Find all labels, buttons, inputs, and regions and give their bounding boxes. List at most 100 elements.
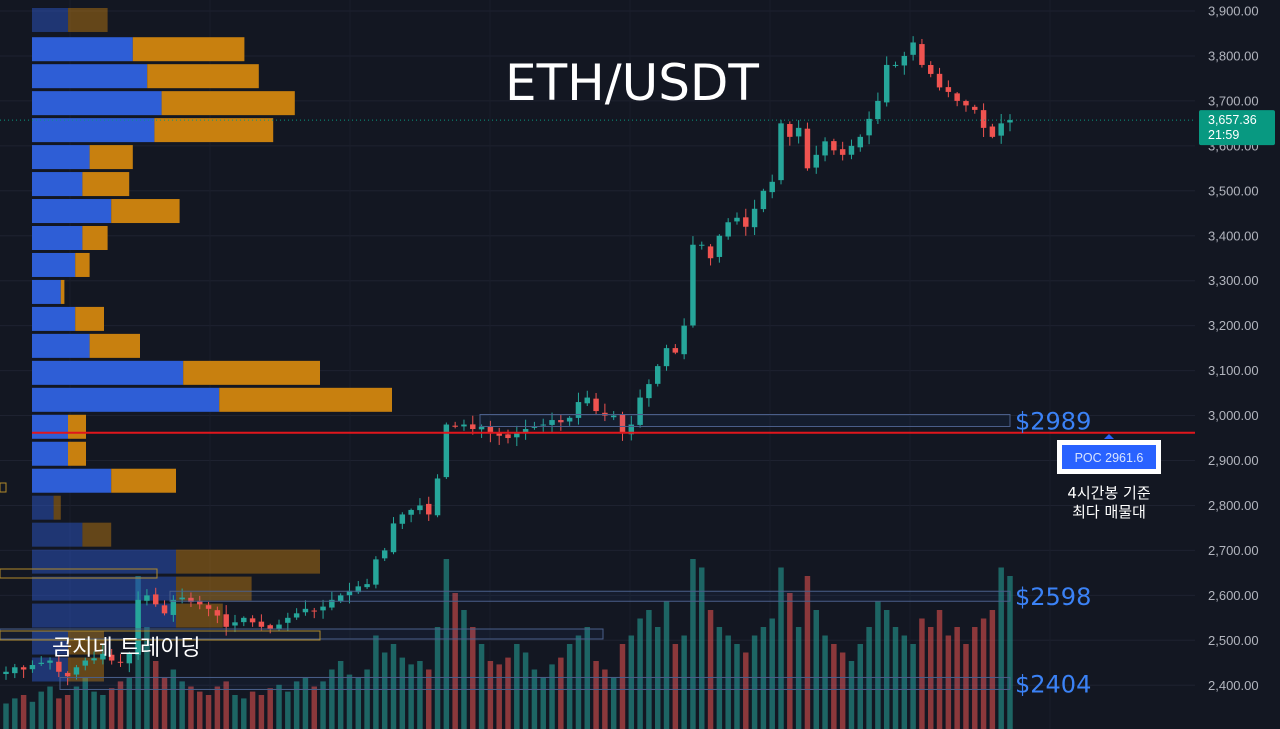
candle-body[interactable] (540, 424, 546, 426)
candle-body[interactable] (531, 426, 538, 428)
candle-body[interactable] (690, 244, 696, 326)
candle-body[interactable] (29, 665, 36, 670)
candle-body[interactable] (654, 366, 661, 384)
candle-body[interactable] (47, 660, 53, 663)
candle-body[interactable] (549, 420, 555, 425)
candle-body[interactable] (135, 599, 141, 655)
candle-body[interactable] (373, 559, 379, 585)
candle-body[interactable] (276, 624, 282, 629)
candle-body[interactable] (3, 671, 9, 675)
candle-body[interactable] (241, 617, 247, 623)
candle-body[interactable] (302, 608, 309, 613)
candle-body[interactable] (1007, 120, 1013, 123)
candle-body[interactable] (672, 348, 679, 353)
candle-body[interactable] (637, 397, 643, 425)
candle-body[interactable] (936, 73, 943, 88)
candle-body[interactable] (461, 424, 467, 427)
candle-body[interactable] (117, 661, 124, 663)
candle-body[interactable] (100, 653, 106, 660)
candle-body[interactable] (769, 181, 775, 193)
candle-body[interactable] (558, 420, 564, 423)
candle-body[interactable] (38, 662, 44, 665)
candle-body[interactable] (170, 599, 177, 615)
candle-body[interactable] (795, 127, 802, 137)
candle-body[interactable] (82, 660, 88, 666)
candle-body[interactable] (478, 426, 485, 430)
candle-body[interactable] (663, 348, 670, 367)
candle-body[interactable] (381, 550, 388, 559)
candle-body[interactable] (443, 424, 450, 478)
candle-body[interactable] (223, 614, 229, 627)
candle-body[interactable] (285, 617, 291, 623)
candle-body[interactable] (593, 398, 599, 412)
candle-body[interactable] (760, 190, 767, 210)
last-price-tag[interactable] (1199, 110, 1275, 146)
candle-body[interactable] (751, 208, 758, 228)
candle-body[interactable] (514, 433, 520, 438)
candle-body[interactable] (20, 667, 27, 670)
candle-body[interactable] (364, 584, 370, 588)
candle-body[interactable] (725, 222, 731, 237)
candle-body[interactable] (496, 432, 502, 436)
candle-body[interactable] (355, 586, 362, 593)
candle-body[interactable] (337, 595, 344, 602)
candle-body[interactable] (73, 667, 80, 675)
candle-body[interactable] (883, 64, 890, 103)
candle-body[interactable] (610, 415, 617, 418)
candle-body[interactable] (311, 610, 317, 612)
candle-body[interactable] (787, 124, 793, 137)
candle-body[interactable] (866, 118, 872, 136)
candle-body[interactable] (267, 625, 273, 630)
candlesticks[interactable] (3, 36, 1013, 686)
candle-body[interactable] (928, 65, 934, 74)
candle-body[interactable] (12, 667, 18, 674)
candle-body[interactable] (875, 100, 881, 120)
candle-body[interactable] (681, 325, 687, 355)
candle-body[interactable] (945, 87, 952, 92)
candle-body[interactable] (126, 653, 133, 664)
candle-body[interactable] (249, 618, 256, 623)
candle-body[interactable] (205, 605, 212, 609)
candle-body[interactable] (804, 128, 811, 169)
candle-body[interactable] (998, 123, 1004, 136)
candle-body[interactable] (901, 55, 908, 66)
price-axis[interactable]: 3,900.003,800.003,700.003,600.003,500.00… (1199, 4, 1275, 693)
candle-body[interactable] (258, 621, 265, 627)
candle-body[interactable] (954, 93, 960, 101)
candle-body[interactable] (64, 672, 71, 677)
candle-body[interactable] (434, 478, 441, 516)
candle-body[interactable] (566, 417, 573, 422)
candle-body[interactable] (989, 126, 996, 137)
candle-body[interactable] (293, 613, 300, 618)
candle-body[interactable] (161, 605, 168, 614)
candle-body[interactable] (399, 514, 406, 524)
candle-body[interactable] (408, 509, 414, 515)
candle-body[interactable] (910, 42, 916, 55)
candle-body[interactable] (144, 595, 150, 601)
candle-body[interactable] (426, 503, 432, 515)
candle-body[interactable] (487, 426, 494, 434)
candle-body[interactable] (346, 590, 353, 596)
candle-body[interactable] (91, 658, 97, 661)
candle-body[interactable] (980, 110, 987, 128)
candle-body[interactable] (813, 154, 819, 168)
candle-body[interactable] (972, 106, 978, 110)
candle-body[interactable] (505, 434, 511, 439)
candle-body[interactable] (831, 141, 837, 151)
candle-body[interactable] (584, 397, 590, 404)
candle-body[interactable] (892, 64, 899, 66)
candle-body[interactable] (839, 149, 846, 155)
candle-body[interactable] (56, 661, 62, 672)
candle-body[interactable] (707, 246, 714, 259)
candle-body[interactable] (188, 597, 194, 603)
candle-body[interactable] (963, 101, 969, 106)
candle-body[interactable] (214, 610, 221, 616)
candle-body[interactable] (619, 414, 626, 434)
candle-body[interactable] (232, 622, 238, 626)
candle-body[interactable] (329, 599, 335, 608)
candle-body[interactable] (628, 424, 635, 435)
candle-body[interactable] (743, 217, 749, 227)
candle-body[interactable] (470, 424, 476, 430)
candle-body[interactable] (822, 141, 828, 156)
